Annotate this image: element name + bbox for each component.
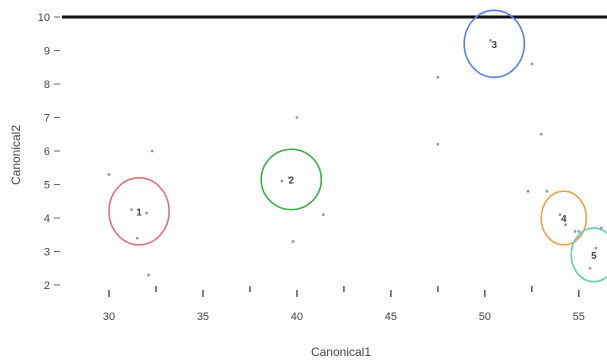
data-point: [287, 176, 291, 180]
y-tick-label: 8: [44, 79, 50, 91]
y-tick-label: 9: [44, 46, 50, 58]
x-tick-label: 45: [385, 311, 397, 323]
x-tick-label: 50: [479, 311, 491, 323]
group-label: 2: [288, 175, 294, 186]
group-ellipse: [540, 190, 588, 246]
data-point: [573, 230, 577, 233]
y-tick-label: 2: [44, 280, 50, 292]
group-ellipse: [463, 9, 526, 79]
data-point: [295, 116, 299, 119]
y-tick-label: 7: [44, 113, 50, 125]
y-tick-label: 5: [44, 180, 50, 192]
x-axis-title: Canonical1: [311, 345, 371, 359]
data-point: [280, 179, 284, 183]
data-point: [558, 213, 562, 217]
data-point: [135, 236, 139, 240]
group-ellipses: [108, 9, 607, 283]
data-point: [436, 142, 440, 146]
group-label: 5: [591, 251, 597, 262]
x-tick-label: 35: [197, 311, 209, 323]
data-point: [594, 246, 598, 250]
data-point: [526, 189, 530, 193]
data-point: [145, 211, 148, 215]
data-point: [489, 39, 492, 42]
group-ellipse: [570, 227, 607, 283]
data-point: [147, 273, 150, 277]
data-point: [321, 213, 325, 217]
data-point: [107, 173, 111, 176]
x-tick-label: 55: [573, 311, 585, 323]
data-point: [539, 132, 543, 136]
data-point: [564, 223, 568, 227]
x-tick-label: 30: [103, 311, 115, 323]
y-axis-title: Canonical2: [9, 125, 23, 185]
data-point: [530, 62, 534, 66]
data-point: [291, 240, 295, 243]
y-tick-label: 10: [38, 12, 50, 24]
data-point: [545, 189, 549, 193]
group-label: 4: [561, 214, 567, 225]
data-point: [436, 75, 440, 79]
y-tick-label: 3: [44, 247, 50, 259]
data-point: [588, 266, 592, 270]
data-point: [599, 226, 603, 230]
data-point: [150, 149, 154, 153]
y-tick-label: 6: [44, 146, 50, 158]
group-ellipse: [260, 148, 323, 211]
group-label: 3: [491, 40, 497, 51]
data-point: [130, 208, 133, 212]
x-tick-label: 40: [291, 311, 303, 323]
group-ellipse: [108, 177, 170, 246]
group-label: 1: [136, 207, 142, 218]
group-labels: 1 2 3 4 5: [136, 40, 597, 262]
data-point: [577, 230, 581, 233]
data-points: [107, 39, 603, 277]
y-tick-label: 4: [44, 213, 50, 225]
